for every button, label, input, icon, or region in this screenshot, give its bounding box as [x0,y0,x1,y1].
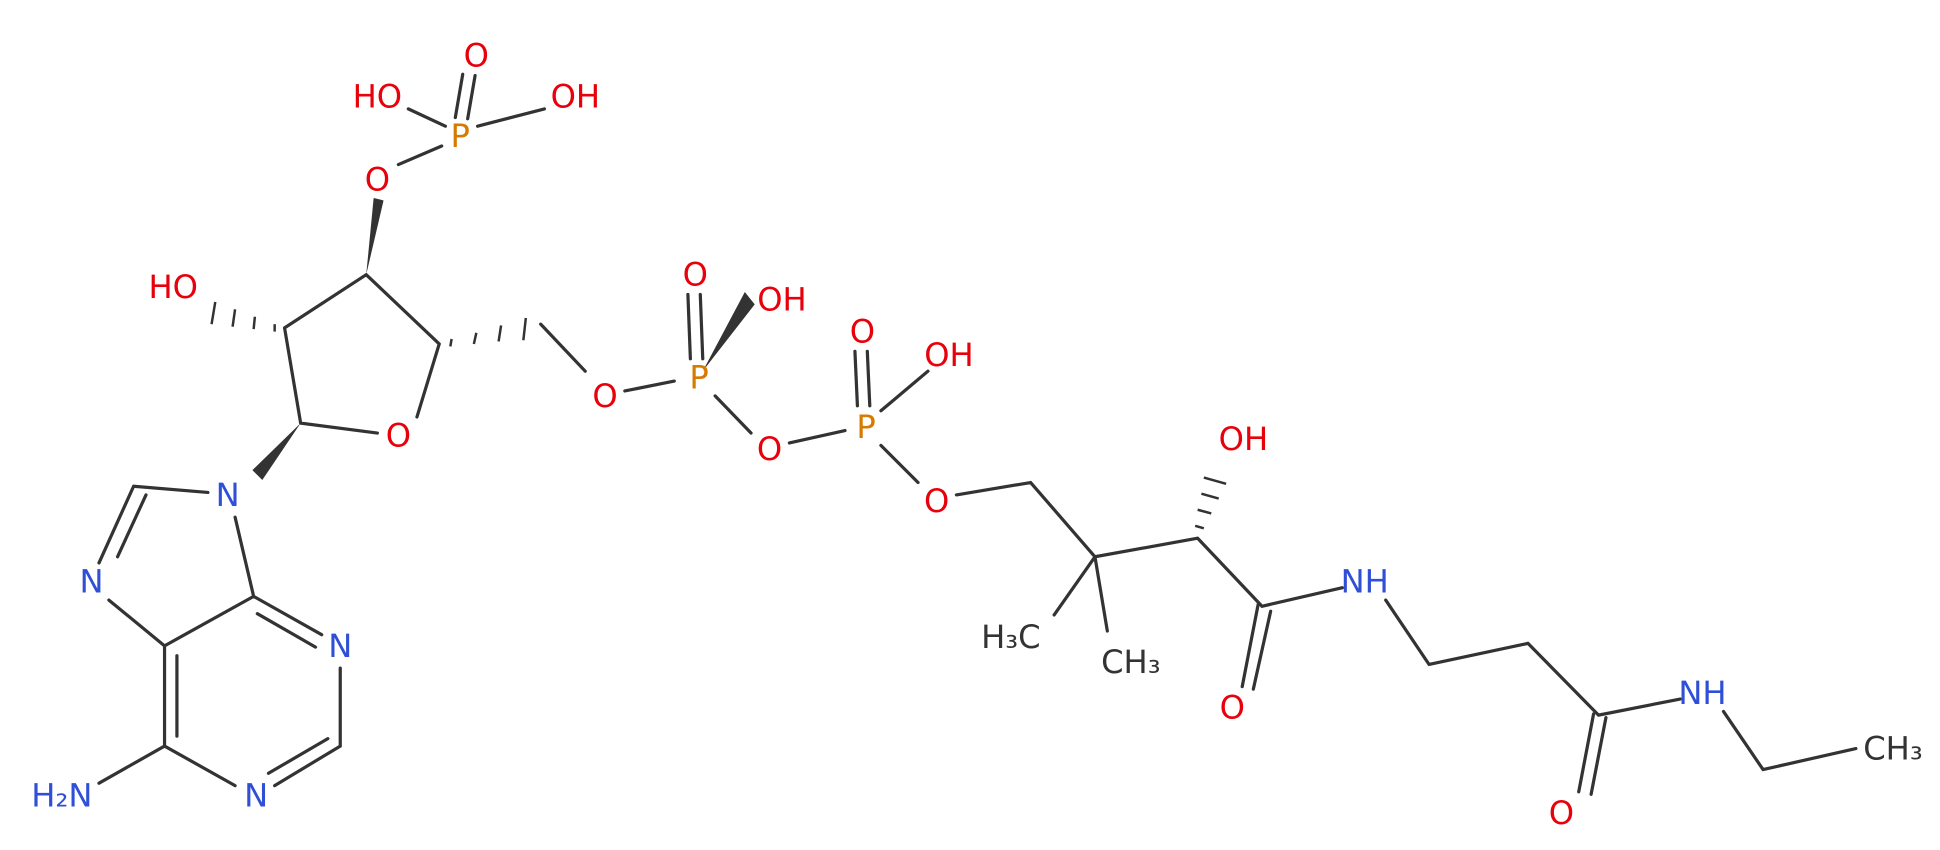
atom-label: N [328,627,352,665]
atom-label: O [683,256,708,294]
atom-label: O [365,160,390,198]
hash [1203,476,1227,485]
atom-label: OH [924,336,974,374]
atom-label: O [1220,689,1245,727]
atom-label: N [244,777,268,815]
hash [252,316,257,330]
atom-label: CH₃ [1863,730,1923,768]
hash [231,309,237,327]
atom-label: OH [1219,420,1269,458]
atom-label: P [689,358,708,396]
atom-label: O [850,313,875,351]
atom-label: O [464,37,489,75]
atom-label: O [1549,794,1574,832]
wedge-bond [702,291,755,372]
atom-label: P [451,117,470,155]
atom-label: O [924,482,949,520]
hash [1197,508,1212,515]
atom-label: H₂N [31,777,92,815]
atom-label: O [386,417,411,455]
atom-label: H₃C [981,618,1041,656]
atom-label: N [216,476,240,514]
atom-label: CH₃ [1101,643,1161,681]
hash [1194,524,1205,530]
wedge-bond [366,197,384,275]
atom-labels: HO O OH P O HO O O OH O P O O OH P O OH … [31,37,1922,832]
atom-label: HO [148,268,198,306]
bonds [97,72,1858,796]
hash [449,338,453,347]
atom-label: OH [551,78,600,116]
atom-label: NH [1341,563,1389,601]
atom-label: N [80,563,104,601]
atom-label: NH [1678,674,1726,712]
atom-label: HO [353,78,402,116]
hash [472,332,478,345]
hash [497,325,503,342]
atom-label: O [757,430,782,468]
atom-label: O [592,377,617,415]
hash [1201,492,1220,500]
atom-label: OH [757,280,807,318]
hash [522,317,528,341]
atom-label: P [856,408,875,446]
wedge-bond [252,423,301,481]
hashed-bonds [210,301,1227,530]
hash [210,301,217,325]
